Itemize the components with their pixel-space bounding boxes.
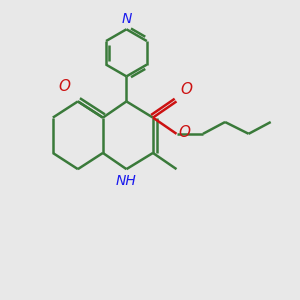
Text: N: N xyxy=(121,12,132,26)
Text: NH: NH xyxy=(116,174,137,188)
Text: O: O xyxy=(58,79,70,94)
Text: O: O xyxy=(180,82,192,97)
Text: O: O xyxy=(178,125,190,140)
